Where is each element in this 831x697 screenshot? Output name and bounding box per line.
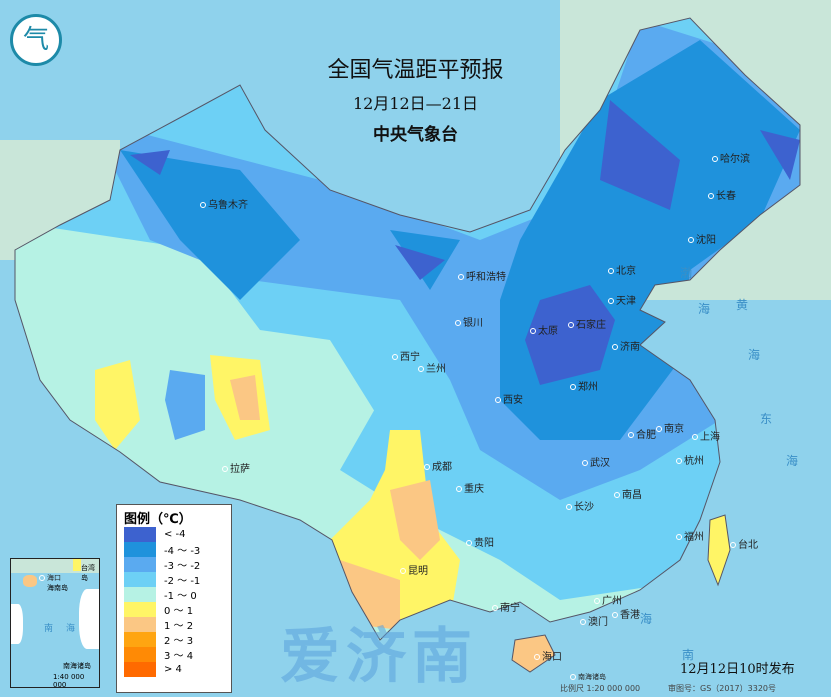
legend-swatch: [124, 587, 156, 602]
legend-item: 0 ～ 1: [124, 602, 231, 617]
city-label: 合肥: [628, 426, 656, 441]
legend-label: > 4: [164, 664, 182, 675]
legend-item: < -4: [124, 527, 231, 542]
city-label: 南海诸岛: [570, 672, 606, 682]
city-label: 太原: [530, 322, 558, 337]
cma-logo: 气: [10, 14, 62, 66]
city-label: 杭州: [676, 452, 704, 467]
region-minus3-minus2: [165, 370, 205, 440]
legend-item: -1 ～ 0: [124, 587, 231, 602]
city-label: 海口: [534, 648, 562, 663]
city-label: 郑州: [570, 378, 598, 393]
legend-swatch: [124, 542, 156, 557]
logo-glyph: 气: [22, 25, 49, 55]
sea-label: 渤: [680, 266, 693, 280]
forecast-period: 12月12日—21日: [352, 94, 479, 113]
city-label: 西安: [495, 391, 523, 406]
inset-label: 台湾岛: [81, 564, 95, 582]
legend-label: 3 ～ 4: [164, 651, 194, 662]
legend-item: > 4: [124, 662, 231, 677]
sea-label: 海: [786, 454, 799, 468]
city-label: 广州: [594, 592, 622, 607]
city-label: 乌鲁木齐: [200, 196, 248, 211]
legend-item: 3 ～ 4: [124, 647, 231, 662]
legend-label: 1 ～ 2: [164, 621, 194, 632]
city-label: 南昌: [614, 486, 642, 501]
legend-swatch: [124, 527, 156, 542]
legend-swatch: [124, 632, 156, 647]
sea-label: 海: [640, 612, 653, 626]
legend-item: -2 ～ -1: [124, 572, 231, 587]
city-label: 济南: [612, 338, 640, 353]
legend-swatch: [124, 572, 156, 587]
legend-label: -2 ～ -1: [164, 576, 201, 587]
legend-swatch: [124, 617, 156, 632]
city-label: 武汉: [582, 454, 610, 469]
taiwan-island: [707, 514, 731, 587]
sea-label: 东: [760, 412, 773, 426]
inset-scale: 1:40 000 000: [53, 673, 85, 688]
inset-label: 海南岛: [47, 584, 68, 592]
legend-label: 0 ～ 1: [164, 606, 194, 617]
sea-label: 南: [682, 648, 695, 662]
legend-label: -1 ～ 0: [164, 591, 197, 602]
city-label: 重庆: [456, 480, 484, 495]
city-label: 银川: [455, 314, 483, 329]
sea-label: 海: [748, 348, 761, 362]
legend-title: 图例（℃）: [124, 512, 192, 527]
legend-label: -3 ～ -2: [164, 561, 201, 572]
region-below-minus4: [130, 100, 800, 385]
inset-label: 海口: [39, 573, 61, 583]
city-label: 南宁: [492, 599, 520, 614]
city-label: 上海: [692, 428, 720, 443]
city-label: 香港: [612, 606, 640, 621]
issuer: 中央气象台: [373, 125, 458, 145]
region-1-2: [230, 375, 440, 630]
city-label: 台北: [730, 536, 758, 551]
city-label: 呼和浩特: [458, 268, 506, 283]
city-label: 南京: [656, 420, 684, 435]
legend: 图例（℃） < -4 -4 ～ -3 -3 ～ -2 -2 ～ -1 -1 ～ 0 0 ～…: [116, 504, 232, 693]
legend-label: 2 ～ 3: [164, 636, 194, 647]
city-label: 长沙: [566, 498, 594, 513]
map-scale: 比例尺 1:20 000 000: [560, 684, 641, 693]
south-china-sea-inset: 海口 海南岛 台湾岛 南 海 南海诸岛 1:40 000 000: [10, 558, 100, 688]
legend-swatch: [124, 602, 156, 617]
sea-label: 海: [698, 302, 711, 316]
city-label: 福州: [676, 528, 704, 543]
city-label: 沈阳: [688, 231, 716, 246]
city-label: 兰州: [418, 360, 446, 375]
city-label: 哈尔滨: [712, 150, 750, 165]
sea-label: 黄: [736, 298, 749, 312]
city-label: 石家庄: [568, 316, 606, 331]
inset-sea-label: 海: [66, 624, 76, 634]
legend-item: 1 ～ 2: [124, 617, 231, 632]
issue-time: 12月12日10时发布: [680, 662, 795, 677]
region-0-1: [95, 355, 460, 620]
city-label: 贵阳: [466, 534, 494, 549]
map-title: 全国气温距平预报: [327, 58, 504, 83]
city-label: 澳门: [580, 613, 608, 628]
city-label: 成都: [424, 458, 452, 473]
city-label: 北京: [608, 262, 636, 277]
legend-item: 2 ～ 3: [124, 632, 231, 647]
city-label: 拉萨: [222, 460, 250, 475]
city-label: 昆明: [400, 562, 428, 577]
legend-swatch: [124, 662, 156, 677]
city-label: 长春: [708, 187, 736, 202]
city-label: 天津: [608, 292, 636, 307]
watermark: 爱济南: [280, 622, 478, 692]
legend-item: -3 ～ -2: [124, 557, 231, 572]
legend-swatch: [124, 557, 156, 572]
inset-label: 南海诸岛: [63, 662, 91, 670]
legend-label: -4 ～ -3: [164, 546, 201, 557]
city-label: 西宁: [392, 348, 420, 363]
review-number: 审图号：GS（2017）3320号: [668, 684, 776, 693]
legend-item: -4 ～ -3: [124, 542, 231, 557]
inset-sea-label: 南: [44, 624, 54, 634]
legend-label: < -4: [164, 529, 186, 540]
legend-swatch: [124, 647, 156, 662]
